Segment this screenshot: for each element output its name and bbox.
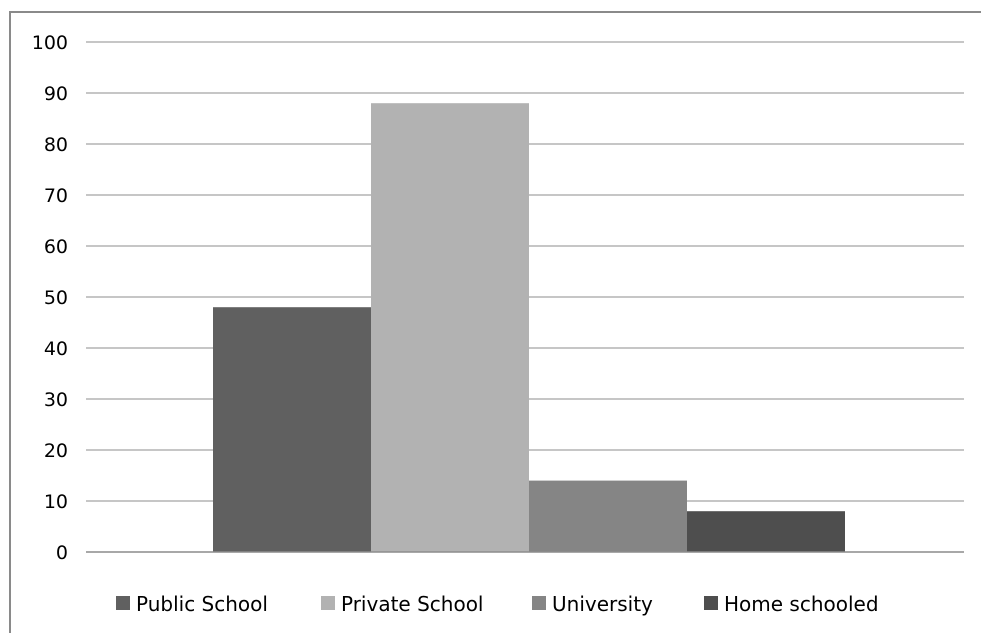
bar-public-school (213, 307, 371, 552)
legend-item: Home schooled (704, 592, 879, 616)
chart-frame (9, 11, 981, 633)
legend-swatch (532, 596, 546, 610)
y-tick-label: 60 (44, 236, 68, 258)
y-axis-tick-labels: 0 10 20 30 40 50 60 70 80 90 100 (32, 32, 68, 564)
legend-swatch (321, 596, 335, 610)
legend-label: Home schooled (724, 592, 879, 616)
legend-swatch (704, 596, 718, 610)
legend-item: Public School (116, 592, 268, 616)
y-tick-label: 40 (44, 338, 68, 360)
y-tick-label: 30 (44, 389, 68, 411)
y-tick-label: 90 (44, 83, 68, 105)
legend-label: University (552, 592, 653, 616)
bars (213, 103, 845, 552)
bar-home-schooled (687, 511, 845, 552)
y-tick-label: 50 (44, 287, 68, 309)
legend: Public School Private School University Hom… (116, 592, 879, 616)
y-tick-label: 100 (32, 32, 68, 54)
y-tick-label: 80 (44, 134, 68, 156)
y-tick-label: 70 (44, 185, 68, 207)
y-tick-label: 0 (56, 542, 68, 564)
legend-label: Public School (136, 592, 268, 616)
bar-private-school (371, 103, 529, 552)
y-tick-label: 20 (44, 440, 68, 462)
bar-university (529, 480, 687, 552)
y-tick-label: 10 (44, 491, 68, 513)
legend-swatch (116, 596, 130, 610)
legend-label: Private School (341, 592, 483, 616)
legend-item: University (532, 592, 653, 616)
legend-item: Private School (321, 592, 483, 616)
